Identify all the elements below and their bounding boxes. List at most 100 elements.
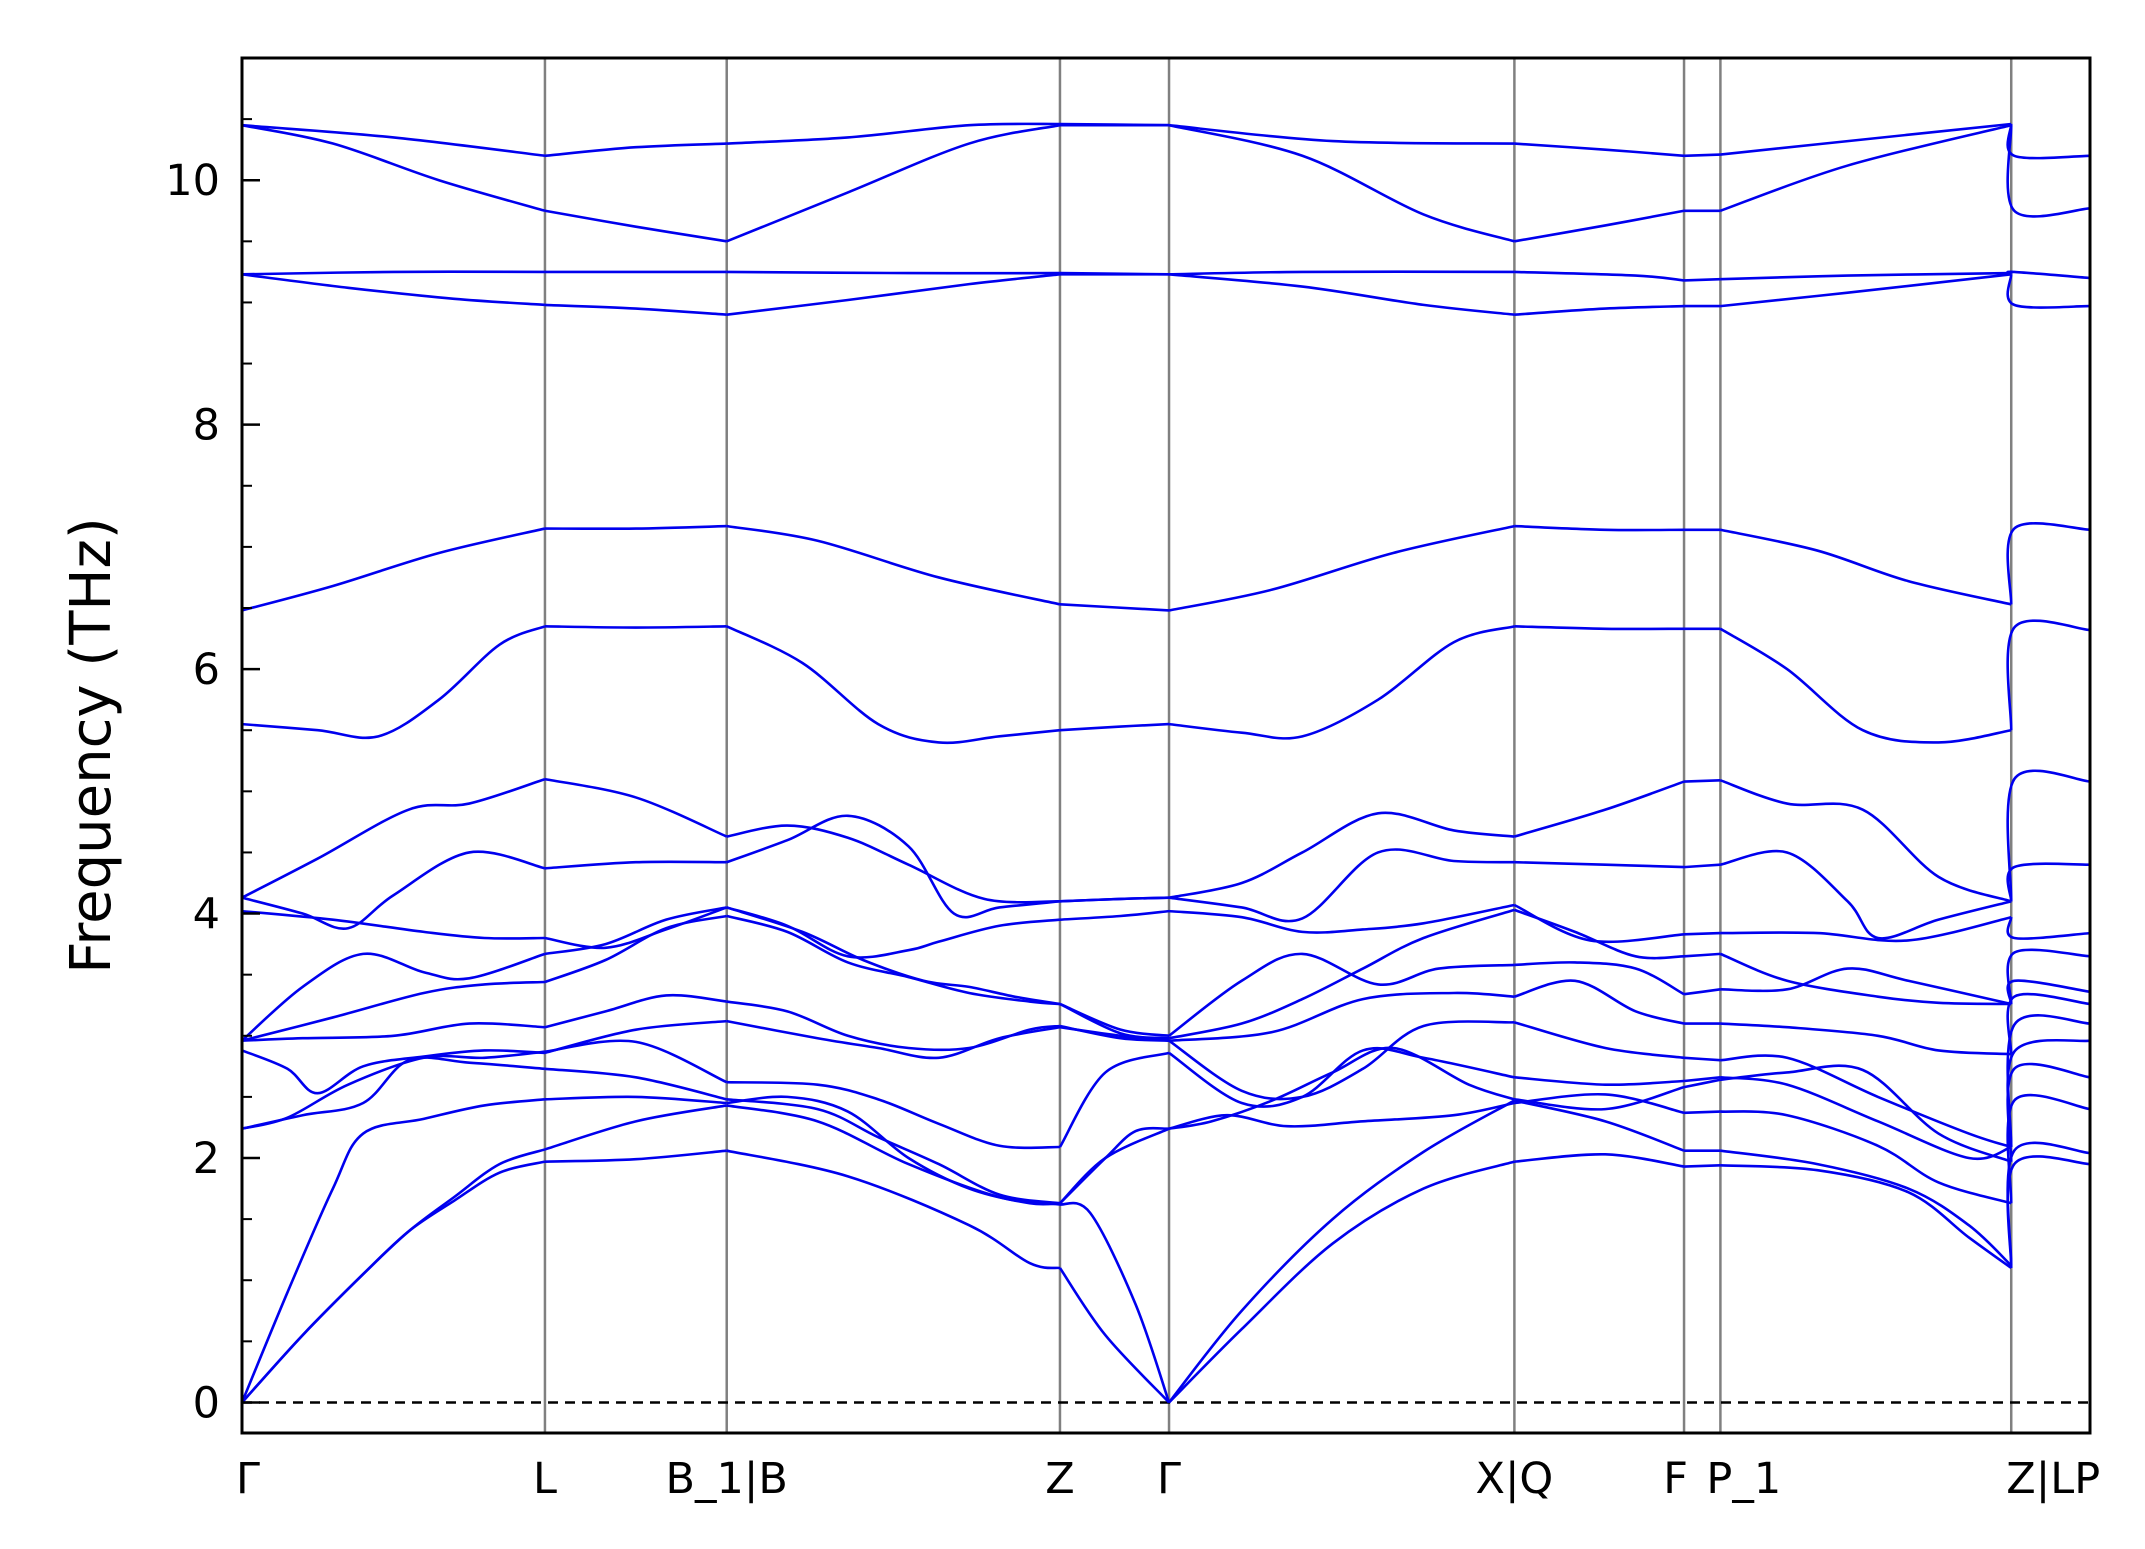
band-line bbox=[1058, 1267, 1170, 1404]
band-line bbox=[1514, 860, 1685, 869]
band-line bbox=[241, 952, 546, 1042]
band-line bbox=[726, 270, 1060, 275]
band-line bbox=[1168, 123, 1515, 243]
band-line bbox=[241, 1050, 546, 1130]
band-line bbox=[544, 1019, 727, 1055]
band-line bbox=[726, 122, 1060, 145]
band-line bbox=[1720, 528, 2012, 606]
band-line bbox=[2006, 1038, 2091, 1148]
band-line bbox=[2006, 1141, 2091, 1266]
plot-frame bbox=[240, 56, 2092, 1435]
band-line bbox=[1168, 1020, 1515, 1101]
band-line bbox=[544, 1039, 728, 1084]
band-line bbox=[726, 1098, 1061, 1205]
band-line bbox=[1514, 304, 1685, 316]
band-line bbox=[544, 914, 727, 984]
band-line bbox=[1059, 1002, 1170, 1038]
band-line bbox=[1684, 277, 1721, 282]
band-line bbox=[1059, 1201, 1171, 1403]
band-line bbox=[1683, 988, 1721, 996]
band-line bbox=[1514, 1092, 1685, 1115]
band-line bbox=[241, 625, 546, 740]
band-line bbox=[1168, 123, 1515, 145]
band-line bbox=[1514, 1099, 1685, 1152]
x-tick-label: L bbox=[533, 1454, 557, 1504]
y-tick-label: 6 bbox=[193, 645, 220, 695]
x-axis: Γ L B_1|B Z Γ X|Q F P_1 Z|LP bbox=[236, 1454, 2100, 1504]
band-line bbox=[1169, 270, 1515, 276]
band-line bbox=[1514, 780, 1685, 838]
band-line bbox=[1684, 153, 1721, 158]
band-line bbox=[2006, 992, 2091, 1055]
band-line bbox=[726, 1080, 1060, 1150]
band-line bbox=[1720, 1076, 2012, 1161]
band-line bbox=[726, 1095, 1061, 1206]
band-line bbox=[1513, 903, 1685, 944]
y-tick-label: 4 bbox=[193, 890, 220, 940]
band-line bbox=[726, 814, 1061, 919]
band-line bbox=[726, 1149, 1061, 1270]
high-symmetry-lines bbox=[543, 58, 2013, 1433]
band-line bbox=[2006, 948, 2091, 1005]
band-line bbox=[1514, 209, 1685, 243]
band-line bbox=[2006, 917, 2091, 940]
band-line bbox=[1720, 1054, 2012, 1149]
x-tick-label: B_1|B bbox=[666, 1454, 788, 1504]
band-line bbox=[544, 906, 727, 956]
band-line bbox=[1719, 123, 2012, 213]
band-line bbox=[1059, 1024, 1170, 1042]
band-line bbox=[1514, 1021, 1685, 1060]
band-line bbox=[1514, 142, 1685, 158]
band-line bbox=[241, 1148, 546, 1404]
x-tick-label: Z|LP bbox=[2006, 1454, 2100, 1504]
band-line bbox=[544, 1149, 727, 1163]
band-line bbox=[1514, 625, 1685, 631]
band-line bbox=[1683, 863, 1721, 869]
band-line bbox=[241, 123, 546, 213]
band-line bbox=[1514, 270, 1685, 282]
band-line bbox=[2006, 274, 2091, 309]
band-line bbox=[1514, 979, 1685, 1025]
band-line bbox=[1720, 1022, 2012, 1056]
band-line bbox=[2006, 1155, 2091, 1269]
band-line bbox=[2006, 1014, 2091, 1148]
band-line bbox=[1720, 273, 2012, 308]
band-line bbox=[1168, 625, 1515, 740]
y-axis-label: Frequency (THz) bbox=[59, 517, 124, 974]
band-line bbox=[2006, 270, 2091, 280]
band-line bbox=[1720, 915, 2012, 943]
band-line bbox=[544, 209, 727, 243]
band-line bbox=[1168, 1160, 1515, 1404]
y-tick-label: 2 bbox=[193, 1134, 220, 1184]
band-line bbox=[2006, 769, 2091, 902]
band-line bbox=[1514, 1153, 1685, 1168]
band-line bbox=[2006, 125, 2091, 218]
band-line bbox=[1514, 524, 1685, 532]
band-line bbox=[544, 1067, 728, 1101]
band-line bbox=[241, 1056, 546, 1130]
band-line bbox=[1168, 908, 1515, 1040]
band-line bbox=[544, 1095, 727, 1105]
band-line bbox=[1683, 952, 1721, 958]
band-line bbox=[726, 1019, 1061, 1060]
band-line bbox=[1720, 849, 2012, 940]
band-line bbox=[726, 1104, 1061, 1206]
band-line bbox=[1720, 967, 2012, 1006]
x-tick-label: F bbox=[1663, 1454, 1688, 1504]
x-tick-label: X|Q bbox=[1475, 1454, 1553, 1504]
band-line bbox=[726, 824, 1061, 904]
band-line bbox=[241, 123, 546, 158]
band-line bbox=[1719, 627, 2012, 744]
band-line bbox=[726, 1000, 1061, 1052]
band-line bbox=[726, 914, 1061, 1006]
band-line bbox=[1719, 779, 2012, 903]
band-line bbox=[2006, 123, 2091, 160]
band-line bbox=[1059, 603, 1170, 612]
band-line bbox=[1168, 903, 1515, 934]
band-line bbox=[1168, 1099, 1516, 1404]
band-line bbox=[1059, 896, 1170, 903]
band-line bbox=[241, 1160, 546, 1404]
band-line bbox=[241, 909, 545, 940]
band-line bbox=[2006, 862, 2091, 902]
band-line bbox=[726, 273, 1061, 316]
